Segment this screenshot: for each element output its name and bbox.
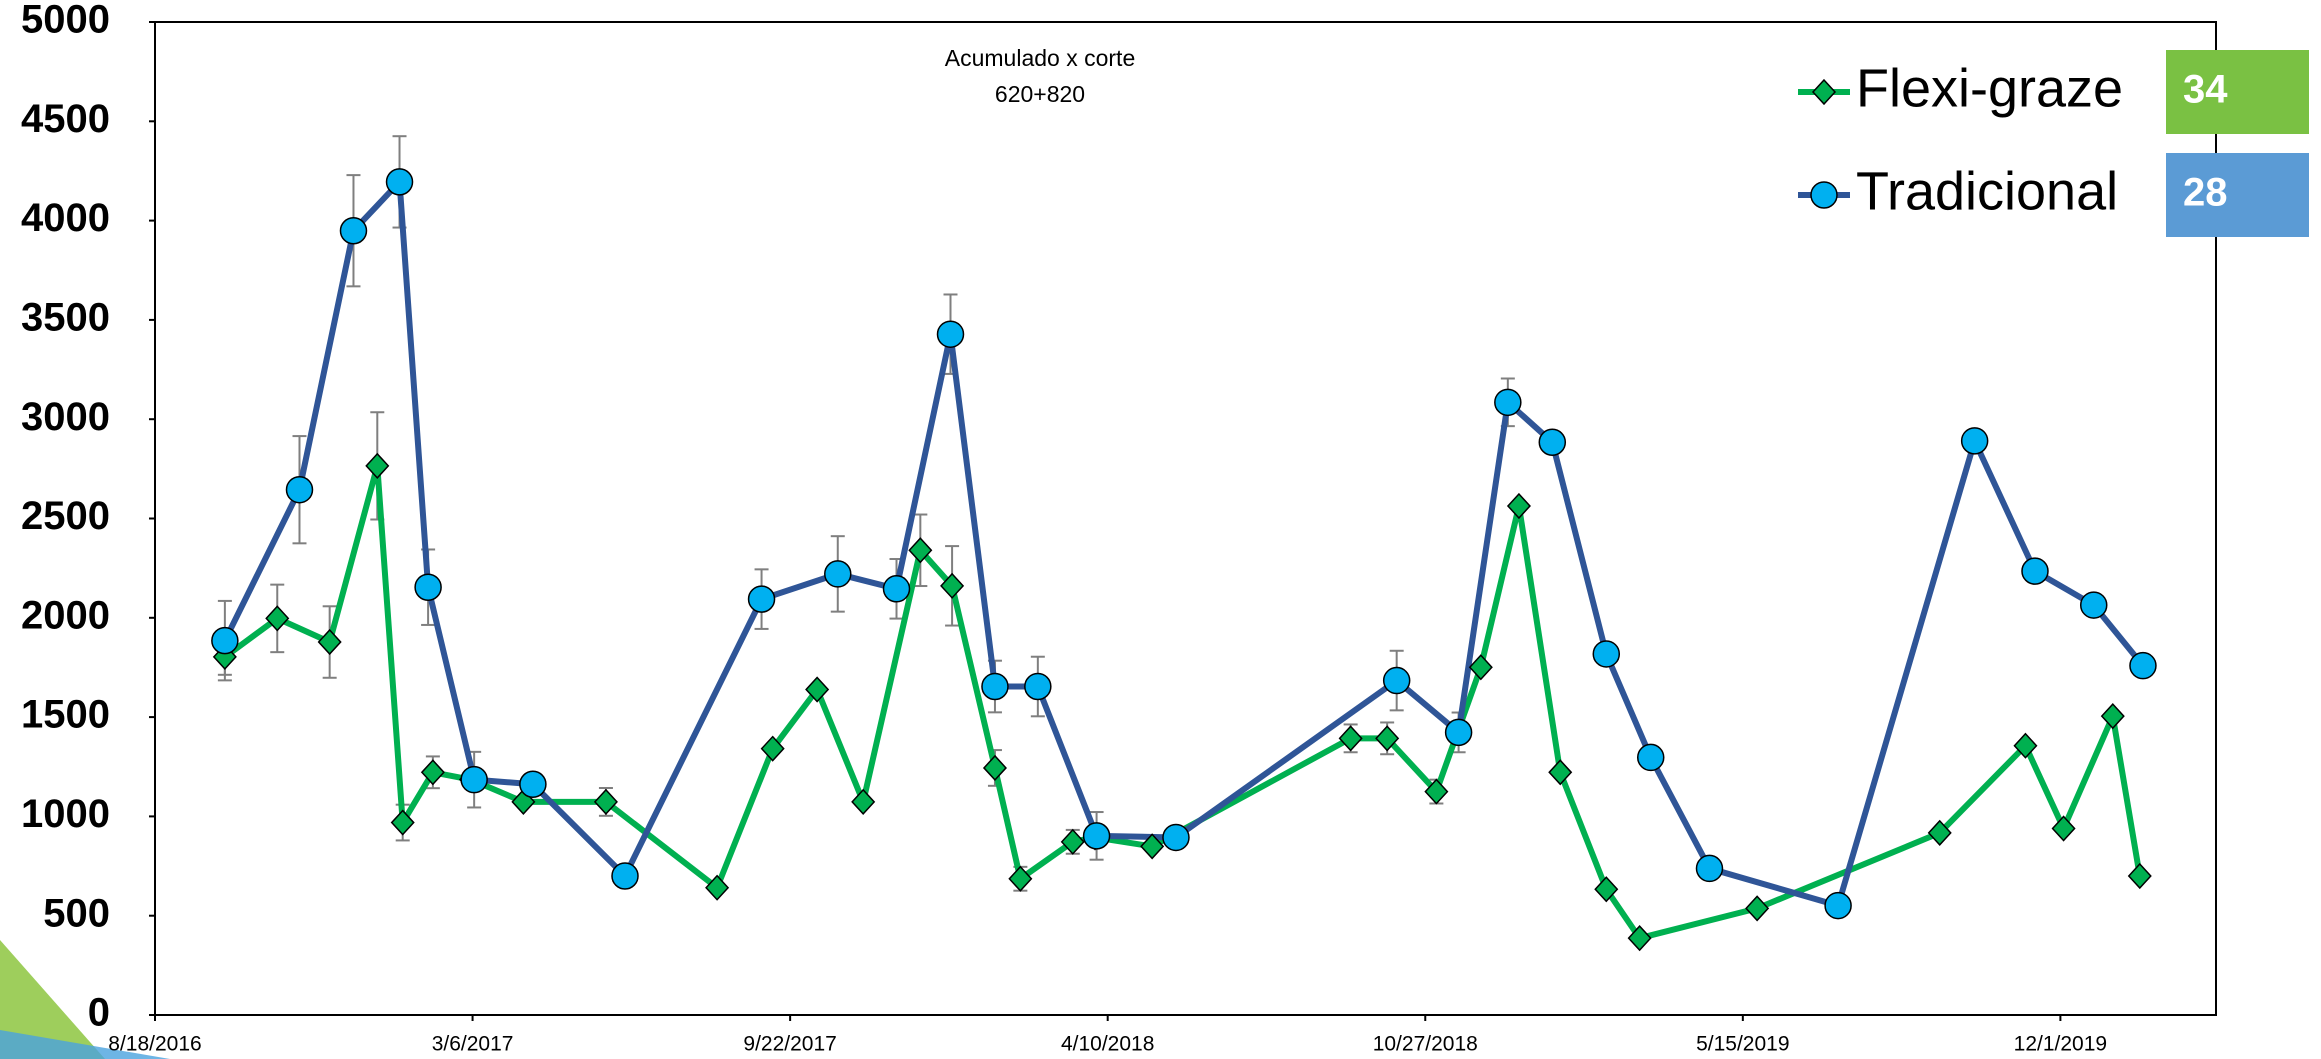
marker: [1746, 896, 1768, 920]
series-line: [225, 466, 2140, 938]
x-tick-label: 9/22/2017: [743, 1033, 836, 1056]
marker: [1470, 655, 1492, 679]
y-tick-label: 2500: [21, 494, 110, 538]
marker: [1696, 855, 1722, 881]
x-tick-label: 12/1/2019: [2014, 1033, 2107, 1056]
marker: [1495, 389, 1521, 415]
legend-marker: [1811, 182, 1837, 208]
marker: [825, 561, 851, 587]
marker: [884, 576, 910, 602]
marker: [938, 321, 964, 347]
y-tick-label: 1000: [21, 792, 110, 836]
marker: [286, 477, 312, 503]
marker: [1025, 674, 1051, 700]
chart: Acumulado x corte 620+820 0 500 1000 1500 20…: [0, 0, 2321, 1059]
marker: [2053, 817, 2075, 841]
marker: [461, 767, 487, 793]
legend-marker: [1813, 80, 1835, 104]
legend-label: Tradicional: [1856, 161, 2118, 221]
marker: [2081, 592, 2107, 618]
legend-label: Flexi-graze: [1856, 58, 2123, 118]
marker: [749, 586, 775, 612]
x-tick-label: 10/27/2018: [1373, 1033, 1478, 1056]
y-tick-label: 2000: [21, 593, 110, 637]
y-tick-label: 0: [88, 991, 110, 1035]
marker: [1340, 726, 1362, 750]
x-tick-label: 5/15/2019: [1696, 1033, 1789, 1056]
y-tick-label: 4500: [21, 97, 110, 141]
y-tick-label: 3000: [21, 395, 110, 439]
marker: [1508, 494, 1530, 518]
marker: [1825, 893, 1851, 919]
count-label: 28: [2183, 171, 2228, 215]
marker: [2129, 864, 2151, 888]
marker: [1539, 429, 1565, 455]
annotation: 620+820: [995, 81, 1085, 107]
marker: [1384, 668, 1410, 694]
marker: [1163, 824, 1189, 850]
x-tick-label: 3/6/2017: [432, 1033, 514, 1056]
marker: [2130, 653, 2156, 679]
marker: [387, 169, 413, 195]
y-tick-label: 4000: [21, 196, 110, 240]
marker: [520, 771, 546, 797]
x-tick-label: 4/10/2018: [1061, 1033, 1154, 1056]
marker: [212, 628, 238, 654]
y-tick-label: 500: [43, 891, 110, 935]
y-tick-label: 5000: [21, 0, 110, 42]
y-tick-label: 3500: [21, 295, 110, 339]
x-tick-label: 8/18/2016: [108, 1033, 201, 1056]
marker: [415, 574, 441, 600]
marker: [340, 218, 366, 244]
marker: [1962, 428, 1988, 454]
marker: [2102, 704, 2124, 728]
marker: [984, 756, 1006, 780]
marker: [1549, 760, 1571, 784]
marker: [612, 863, 638, 889]
marker: [366, 454, 388, 478]
marker: [2022, 558, 2048, 584]
marker: [982, 674, 1008, 700]
marker: [1446, 719, 1472, 745]
y-tick-label: 1500: [21, 693, 110, 737]
marker: [1638, 744, 1664, 770]
marker: [319, 630, 341, 654]
annotation: Acumulado x corte: [945, 45, 1135, 71]
marker: [852, 790, 874, 814]
marker: [1593, 641, 1619, 667]
count-label: 34: [2183, 68, 2228, 112]
marker: [1084, 823, 1110, 849]
